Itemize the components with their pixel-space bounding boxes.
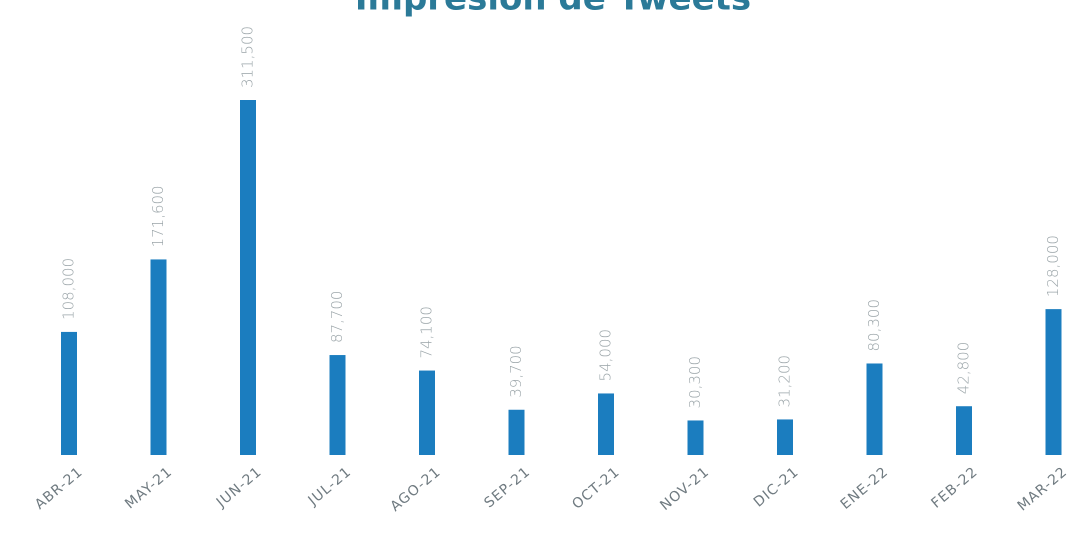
bar xyxy=(329,355,346,455)
x-tick-label: DIC-21 xyxy=(751,464,802,511)
bar xyxy=(1045,309,1062,455)
value-label: 171,600 xyxy=(149,185,167,247)
value-label: 128,000 xyxy=(1044,235,1062,297)
x-tick-label: NOV-21 xyxy=(657,464,712,514)
x-tick-label: MAR-22 xyxy=(1015,464,1068,515)
bar xyxy=(777,419,793,455)
chart-title: Impresión de Tweets xyxy=(355,0,751,19)
bar xyxy=(240,100,256,455)
x-tick-label: FEB-22 xyxy=(928,464,981,512)
bar xyxy=(598,393,614,455)
value-label: 30,300 xyxy=(686,356,704,409)
value-label: 74,100 xyxy=(418,306,436,359)
value-label: 311,500 xyxy=(239,26,257,88)
bar xyxy=(956,406,972,455)
bar xyxy=(150,259,167,455)
value-label: 87,700 xyxy=(328,291,346,344)
x-tick-label: AGO-21 xyxy=(388,464,445,515)
x-tick-label: JUN-21 xyxy=(213,464,265,511)
value-label: 42,800 xyxy=(955,342,973,395)
value-label: 39,700 xyxy=(507,345,525,398)
x-tick-label: OCT-21 xyxy=(569,464,623,513)
x-tick-label: ABR-21 xyxy=(32,464,86,513)
x-tick-label: JUL-21 xyxy=(305,464,355,510)
value-label: 31,200 xyxy=(776,355,794,408)
x-tick-label: ENE-22 xyxy=(838,464,892,513)
bar xyxy=(419,370,435,455)
value-label: 108,000 xyxy=(60,258,78,320)
value-label: 54,000 xyxy=(597,329,615,382)
bar xyxy=(61,331,77,455)
bar xyxy=(866,363,883,455)
x-tick-label: MAY-21 xyxy=(122,464,175,512)
bar xyxy=(508,409,525,455)
bar xyxy=(687,420,704,455)
value-label: 80,300 xyxy=(865,299,883,352)
x-tick-label: SEP-21 xyxy=(481,464,533,511)
